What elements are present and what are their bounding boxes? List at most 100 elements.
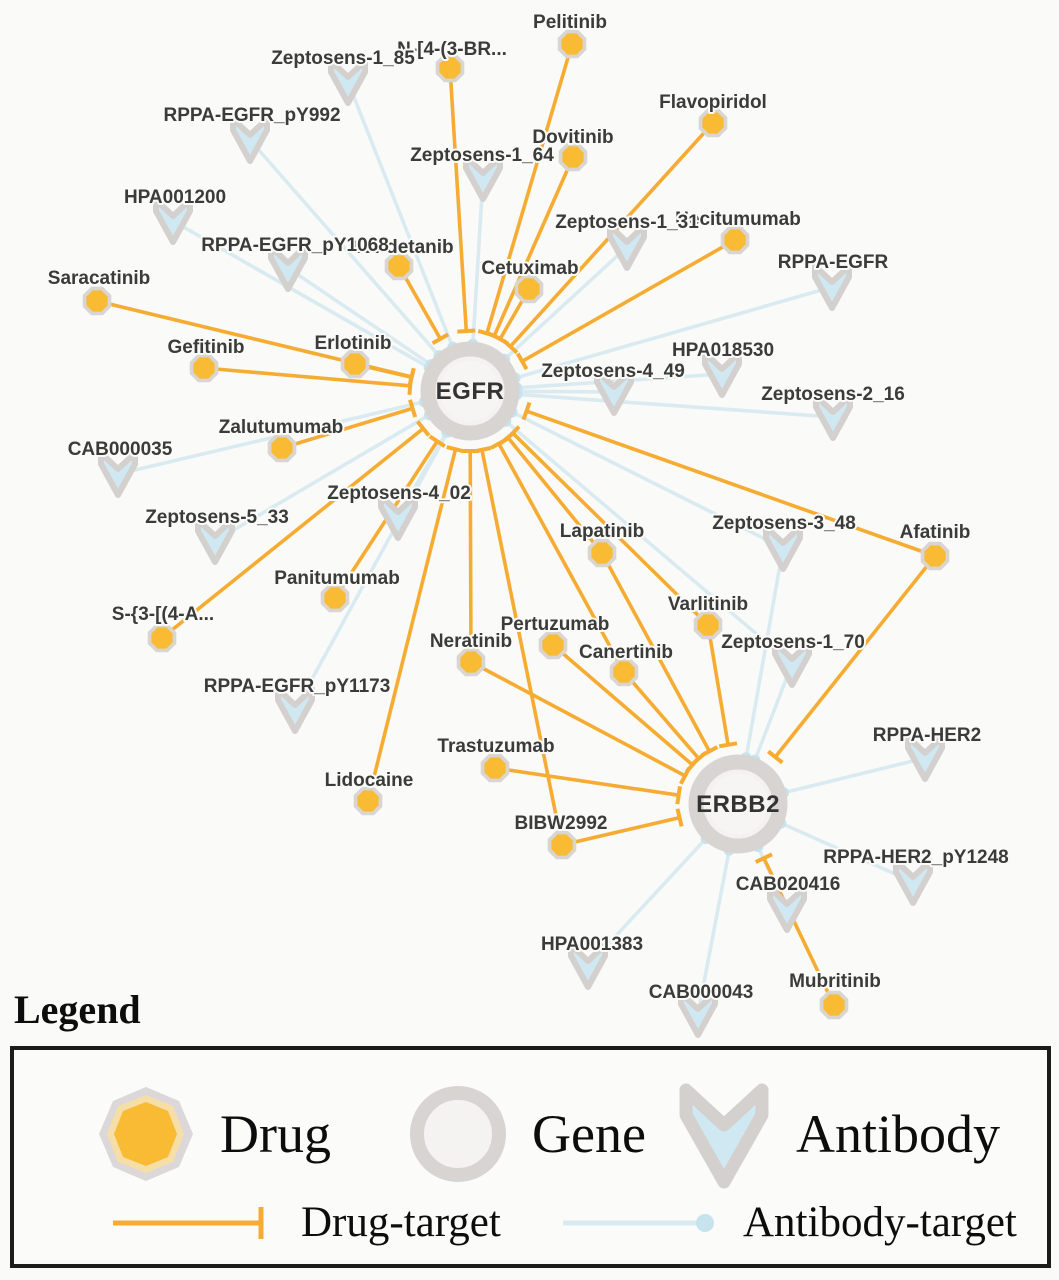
antibody-legend-label: Antibody xyxy=(796,1104,1001,1164)
drug-node-label: Cetuximab xyxy=(481,258,578,279)
drug-target-inhibit-bar xyxy=(754,852,773,864)
antibody-target-legend-label: Antibody-target xyxy=(743,1199,1017,1246)
antibody-node-label: CAB020416 xyxy=(736,874,841,895)
antibody-target-edge xyxy=(346,81,455,348)
antibody-node-label: RPPA-EGFR_pY1068 xyxy=(201,235,389,256)
drug-node-fill xyxy=(344,353,366,375)
antibody-node xyxy=(678,990,718,1038)
legend-item-drug-target: Drug-target xyxy=(109,1198,501,1247)
drug-node-fill xyxy=(591,542,613,564)
antibody-node xyxy=(378,493,418,541)
antibody-node-label: HPA001383 xyxy=(541,934,643,955)
legend-item-antibody: Antibody xyxy=(674,1078,1000,1190)
gene-node-label: ERBB2 xyxy=(696,791,780,818)
antibody-node xyxy=(153,197,193,245)
antibody-node-label: Zeptosens-4_02 xyxy=(327,483,471,504)
gene-node-label: EGFR xyxy=(436,378,505,405)
drug-node-fill xyxy=(613,661,635,683)
legend-item-gene: Gene xyxy=(406,1082,646,1186)
drug-node-label: Dovitinib xyxy=(532,127,613,148)
drug-node-label: Pelitinib xyxy=(533,12,607,33)
drug-target-inhibit-bar xyxy=(489,437,508,450)
drug-target-inhibit-bar xyxy=(407,368,416,387)
drug-node-label: Canertinib xyxy=(579,642,673,663)
antibody-node-label: RPPA-HER2 xyxy=(873,725,981,746)
drug-node-fill xyxy=(562,146,584,168)
antibody-target-edge xyxy=(504,420,794,666)
antibody-node-label: CAB000035 xyxy=(68,439,173,460)
drug-node-label: Lapatinib xyxy=(560,521,644,542)
antibody-node xyxy=(230,116,270,164)
antibody-chevron-icon xyxy=(679,1083,769,1189)
drug-node-label: Pertuzumab xyxy=(501,614,610,635)
antibody-target-edge xyxy=(293,431,449,711)
drug-target-edge xyxy=(511,431,710,627)
legend-item-antibody-target: Antibody-target xyxy=(559,1198,1017,1247)
drug-node-label: Neratinib xyxy=(430,631,512,652)
antibody-node xyxy=(813,393,853,441)
drug-target-edge xyxy=(492,156,575,337)
drug-target-edge xyxy=(494,766,679,797)
drug-target-legend-label: Drug-target xyxy=(301,1199,501,1246)
gene-node-inner xyxy=(440,361,500,421)
antibody-node-label: RPPA-HER2_pY1248 xyxy=(823,847,1009,868)
drug-node-fill xyxy=(697,614,719,636)
drug-node-label: Zalutumumab xyxy=(219,417,344,438)
drug-target-edge xyxy=(485,43,574,334)
antibody-node-label: HPA018530 xyxy=(672,340,774,361)
drug-node-fill xyxy=(388,255,410,277)
antibody-node xyxy=(275,686,315,734)
antibody-node xyxy=(594,368,634,416)
legend-box: Drug Gene Antibody Drug-target xyxy=(10,1046,1051,1268)
antibody-target-edge xyxy=(503,245,629,361)
drug-target-edge xyxy=(622,670,701,760)
antibody-node xyxy=(905,734,945,782)
antibody-node-label: Zeptosens-1_70 xyxy=(721,632,865,653)
drug-node-fill xyxy=(86,290,108,312)
drug-target-edge xyxy=(706,624,730,746)
antibody-node xyxy=(763,524,803,572)
legend-item-drug: Drug xyxy=(94,1082,331,1186)
gene-node-inner xyxy=(708,774,768,834)
drug-target-inhibit-bar xyxy=(416,420,431,437)
antibody-node xyxy=(98,450,138,498)
antibody-node xyxy=(268,244,308,292)
drug-node-label: Erlotinib xyxy=(314,333,391,354)
drug-target-inhibit-bar xyxy=(767,749,784,765)
drug-node-fill xyxy=(702,112,724,134)
antibody-node-label: Zeptosens-4_49 xyxy=(541,361,685,382)
drug-target-inhibit-bar xyxy=(718,741,738,749)
antibody-node-label: HPA001200 xyxy=(124,187,226,208)
drug-node-label: Mubritinib xyxy=(789,971,881,992)
antibody-target-edge-icon xyxy=(563,1213,714,1232)
gene-legend-label: Gene xyxy=(532,1104,646,1164)
antibody-node-label: Zeptosens-1_64 xyxy=(410,145,554,166)
drug-node-label: Necitumumab xyxy=(675,209,801,230)
drug-node-label: S-{3-[(4-A... xyxy=(112,604,214,625)
antibody-node xyxy=(463,154,503,202)
antibody-node-label: Zeptosens-3_48 xyxy=(712,513,856,534)
drug-node-fill xyxy=(924,545,946,567)
antibody-target-edge xyxy=(172,219,431,370)
drug-node-label: Gefitinib xyxy=(167,337,244,358)
drug-target-inhibit-bar xyxy=(408,399,418,418)
antibody-target-edge xyxy=(753,663,794,761)
antibody-node-label: Zeptosens-2_16 xyxy=(761,384,905,405)
antibody-node xyxy=(328,58,368,106)
gene-circle-icon xyxy=(410,1086,506,1182)
antibody-node xyxy=(702,350,742,398)
antibody-target-edge xyxy=(471,177,485,345)
drug-node-fill xyxy=(823,994,845,1016)
drug-target-edge xyxy=(480,449,564,846)
drug-node-fill xyxy=(518,278,540,300)
drug-node-fill xyxy=(542,634,564,656)
drug-target-edge xyxy=(521,238,736,363)
drug-target-inhibit-bar xyxy=(515,352,529,371)
drug-node-fill xyxy=(357,790,379,812)
legend-title: Legend xyxy=(14,987,141,1032)
antibody-target-edge xyxy=(780,821,914,884)
antibody-node xyxy=(767,885,807,933)
drug-node-fill xyxy=(324,587,346,609)
antibody-node xyxy=(568,942,608,990)
